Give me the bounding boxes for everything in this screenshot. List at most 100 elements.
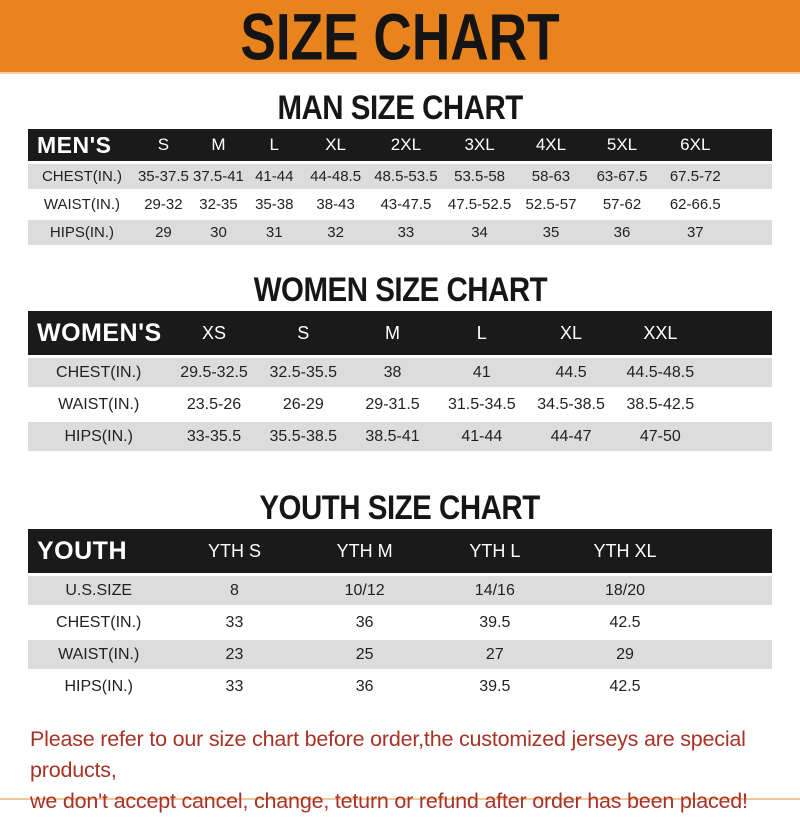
size-cell: 36 <box>299 608 430 637</box>
man-section-title-text: MAN SIZE CHART <box>277 88 523 127</box>
size-cell: 29 <box>559 640 691 669</box>
size-cell: 63-67.5 <box>585 164 659 189</box>
column-header: YTH S <box>169 529 300 573</box>
size-cell: 26-29 <box>258 390 348 419</box>
row-spacer <box>732 220 772 245</box>
youth-header-label: YOUTH <box>28 529 170 573</box>
size-cell: 25 <box>299 640 430 669</box>
size-cell: 44-48.5 <box>302 164 369 189</box>
table-row: U.S.SIZE 8 10/12 14/16 18/20 <box>28 576 772 605</box>
man-section-title: MAN SIZE CHART <box>0 88 800 127</box>
column-header: S <box>258 311 348 355</box>
table-row: HIPS(IN.) 33-35.5 35.5-38.5 38.5-41 41-4… <box>28 422 772 451</box>
size-cell: 33-35.5 <box>169 422 259 451</box>
header-spacer <box>704 311 772 355</box>
size-chart-banner: SIZE CHART <box>0 0 800 74</box>
table-row: WAIST(IN.) 29-32 32-35 35-38 38-43 43-47… <box>28 192 772 217</box>
size-cell: 33 <box>169 608 300 637</box>
table-row: CHEST(IN.) 33 36 39.5 42.5 <box>28 608 772 637</box>
size-cell: 39.5 <box>429 608 560 637</box>
size-cell: 14/16 <box>429 576 560 605</box>
size-cell: 47-50 <box>615 422 705 451</box>
youth-section-title-text: YOUTH SIZE CHART <box>259 488 541 527</box>
size-cell: 33 <box>169 672 300 701</box>
row-label: WAIST(IN.) <box>28 390 170 419</box>
row-label: U.S.SIZE <box>28 576 170 605</box>
size-cell: 37.5-41 <box>190 164 246 189</box>
size-cell: 35 <box>516 220 586 245</box>
size-cell: 23 <box>169 640 300 669</box>
men-header-label: MEN'S <box>28 129 136 161</box>
youth-size-table: YOUTH YTH S YTH M YTH L YTH XL U.S.SIZE … <box>28 526 772 704</box>
row-label: HIPS(IN.) <box>28 422 170 451</box>
men-size-table: MEN'S S M L XL 2XL 3XL 4XL 5XL 6XL CHEST… <box>28 126 772 248</box>
size-cell: 35-38 <box>245 192 303 217</box>
size-cell: 57-62 <box>585 192 659 217</box>
youth-header-row: YOUTH YTH S YTH M YTH L YTH XL <box>28 529 772 573</box>
size-cell: 38 <box>347 358 438 387</box>
size-cell: 35-37.5 <box>135 164 191 189</box>
column-header: M <box>347 311 438 355</box>
disclaimer-line: Please refer to our size chart before or… <box>30 727 746 783</box>
disclaimer-note: Please refer to our size chart before or… <box>30 724 772 818</box>
size-cell: 36 <box>299 672 430 701</box>
column-header: 2XL <box>368 129 444 161</box>
row-spacer <box>690 640 772 669</box>
row-spacer <box>732 192 772 217</box>
column-header: YTH L <box>429 529 560 573</box>
column-header: 4XL <box>516 129 586 161</box>
column-header: 6XL <box>658 129 733 161</box>
row-spacer <box>704 358 772 387</box>
size-cell: 30 <box>190 220 246 245</box>
size-cell: 10/12 <box>299 576 430 605</box>
size-cell: 53.5-58 <box>443 164 517 189</box>
column-header: L <box>437 311 527 355</box>
size-cell: 32 <box>302 220 369 245</box>
size-cell: 29-32 <box>135 192 191 217</box>
row-label: WAIST(IN.) <box>28 192 136 217</box>
size-cell: 33 <box>368 220 444 245</box>
table-row: HIPS(IN.) 29 30 31 32 33 34 35 36 37 <box>28 220 772 245</box>
table-row: HIPS(IN.) 33 36 39.5 42.5 <box>28 672 772 701</box>
row-label: HIPS(IN.) <box>28 672 170 701</box>
column-header: L <box>245 129 303 161</box>
header-spacer <box>732 129 772 161</box>
row-spacer <box>732 164 772 189</box>
size-cell: 31.5-34.5 <box>437 390 527 419</box>
size-cell: 29.5-32.5 <box>169 358 259 387</box>
size-cell: 31 <box>245 220 303 245</box>
column-header: M <box>190 129 246 161</box>
column-header: XL <box>302 129 369 161</box>
table-row: CHEST(IN.) 29.5-32.5 32.5-35.5 38 41 44.… <box>28 358 772 387</box>
women-section-title-text: WOMEN SIZE CHART <box>253 270 547 309</box>
men-header-row: MEN'S S M L XL 2XL 3XL 4XL 5XL 6XL <box>28 129 772 161</box>
column-header: 3XL <box>443 129 517 161</box>
size-cell: 36 <box>585 220 659 245</box>
column-header: XS <box>169 311 259 355</box>
size-cell: 37 <box>658 220 733 245</box>
size-cell: 41-44 <box>245 164 303 189</box>
size-cell: 44.5 <box>526 358 616 387</box>
table-row: WAIST(IN.) 23 25 27 29 <box>28 640 772 669</box>
women-header-label: WOMEN'S <box>28 311 170 355</box>
size-cell: 23.5-26 <box>169 390 259 419</box>
size-cell: 35.5-38.5 <box>258 422 348 451</box>
size-cell: 27 <box>429 640 560 669</box>
row-spacer <box>690 576 772 605</box>
column-header: S <box>135 129 191 161</box>
size-cell: 29-31.5 <box>347 390 438 419</box>
size-cell: 32.5-35.5 <box>258 358 348 387</box>
table-row: CHEST(IN.) 35-37.5 37.5-41 41-44 44-48.5… <box>28 164 772 189</box>
size-cell: 39.5 <box>429 672 560 701</box>
row-spacer <box>704 422 772 451</box>
row-spacer <box>690 608 772 637</box>
row-label: CHEST(IN.) <box>28 358 170 387</box>
column-header: 5XL <box>585 129 659 161</box>
size-cell: 38.5-42.5 <box>615 390 705 419</box>
size-cell: 18/20 <box>559 576 691 605</box>
banner-title: SIZE CHART <box>240 0 560 74</box>
row-label: CHEST(IN.) <box>28 608 170 637</box>
women-section-title: WOMEN SIZE CHART <box>0 270 800 309</box>
row-label: HIPS(IN.) <box>28 220 136 245</box>
women-header-row: WOMEN'S XS S M L XL XXL <box>28 311 772 355</box>
